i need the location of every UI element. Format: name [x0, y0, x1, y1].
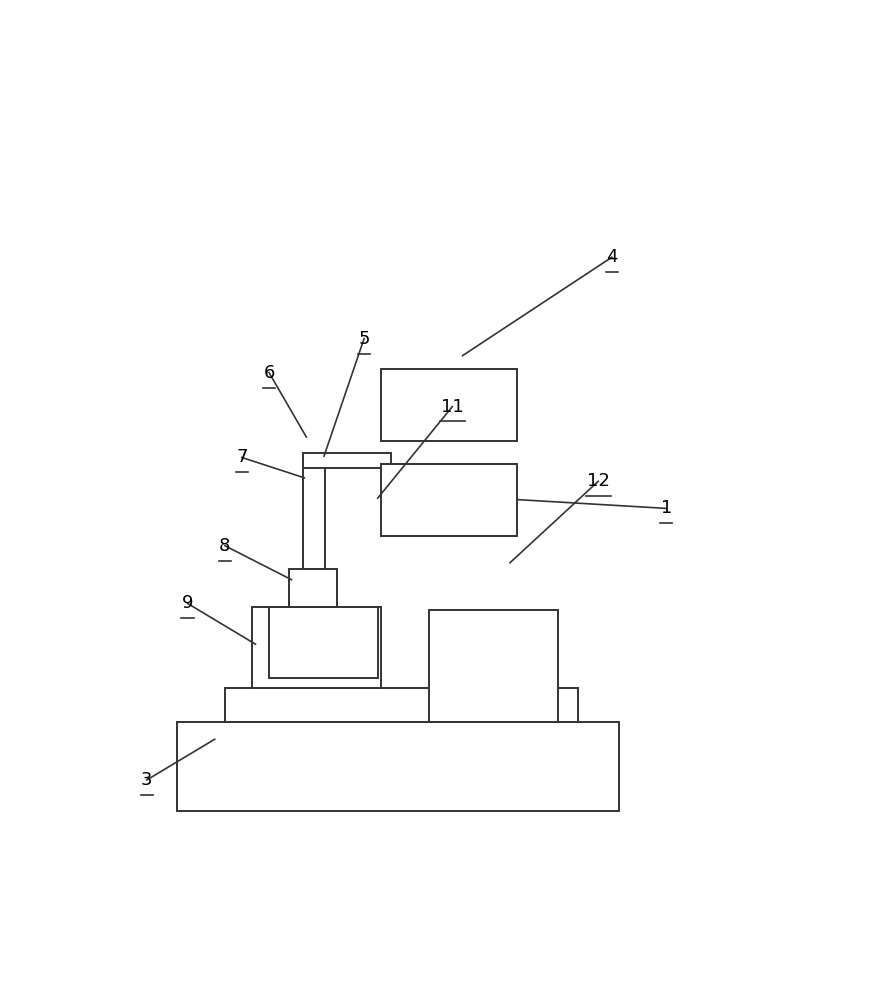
Bar	[177, 722, 618, 811]
Bar	[289, 569, 337, 607]
Bar	[381, 464, 517, 536]
Text: 4: 4	[606, 248, 618, 266]
Bar	[225, 688, 578, 722]
Text: 7: 7	[237, 448, 248, 466]
Text: 12: 12	[587, 472, 610, 490]
Text: 1: 1	[661, 499, 672, 517]
Bar	[252, 607, 381, 688]
Text: 9: 9	[182, 594, 194, 612]
Bar	[269, 607, 378, 678]
Bar	[303, 453, 392, 468]
Text: 3: 3	[141, 771, 152, 789]
Bar	[381, 369, 517, 441]
Text: 8: 8	[219, 537, 230, 555]
Text: 6: 6	[264, 364, 275, 382]
Text: 11: 11	[441, 398, 463, 416]
Bar	[428, 610, 557, 722]
Text: 5: 5	[358, 330, 370, 348]
Bar	[303, 464, 325, 569]
